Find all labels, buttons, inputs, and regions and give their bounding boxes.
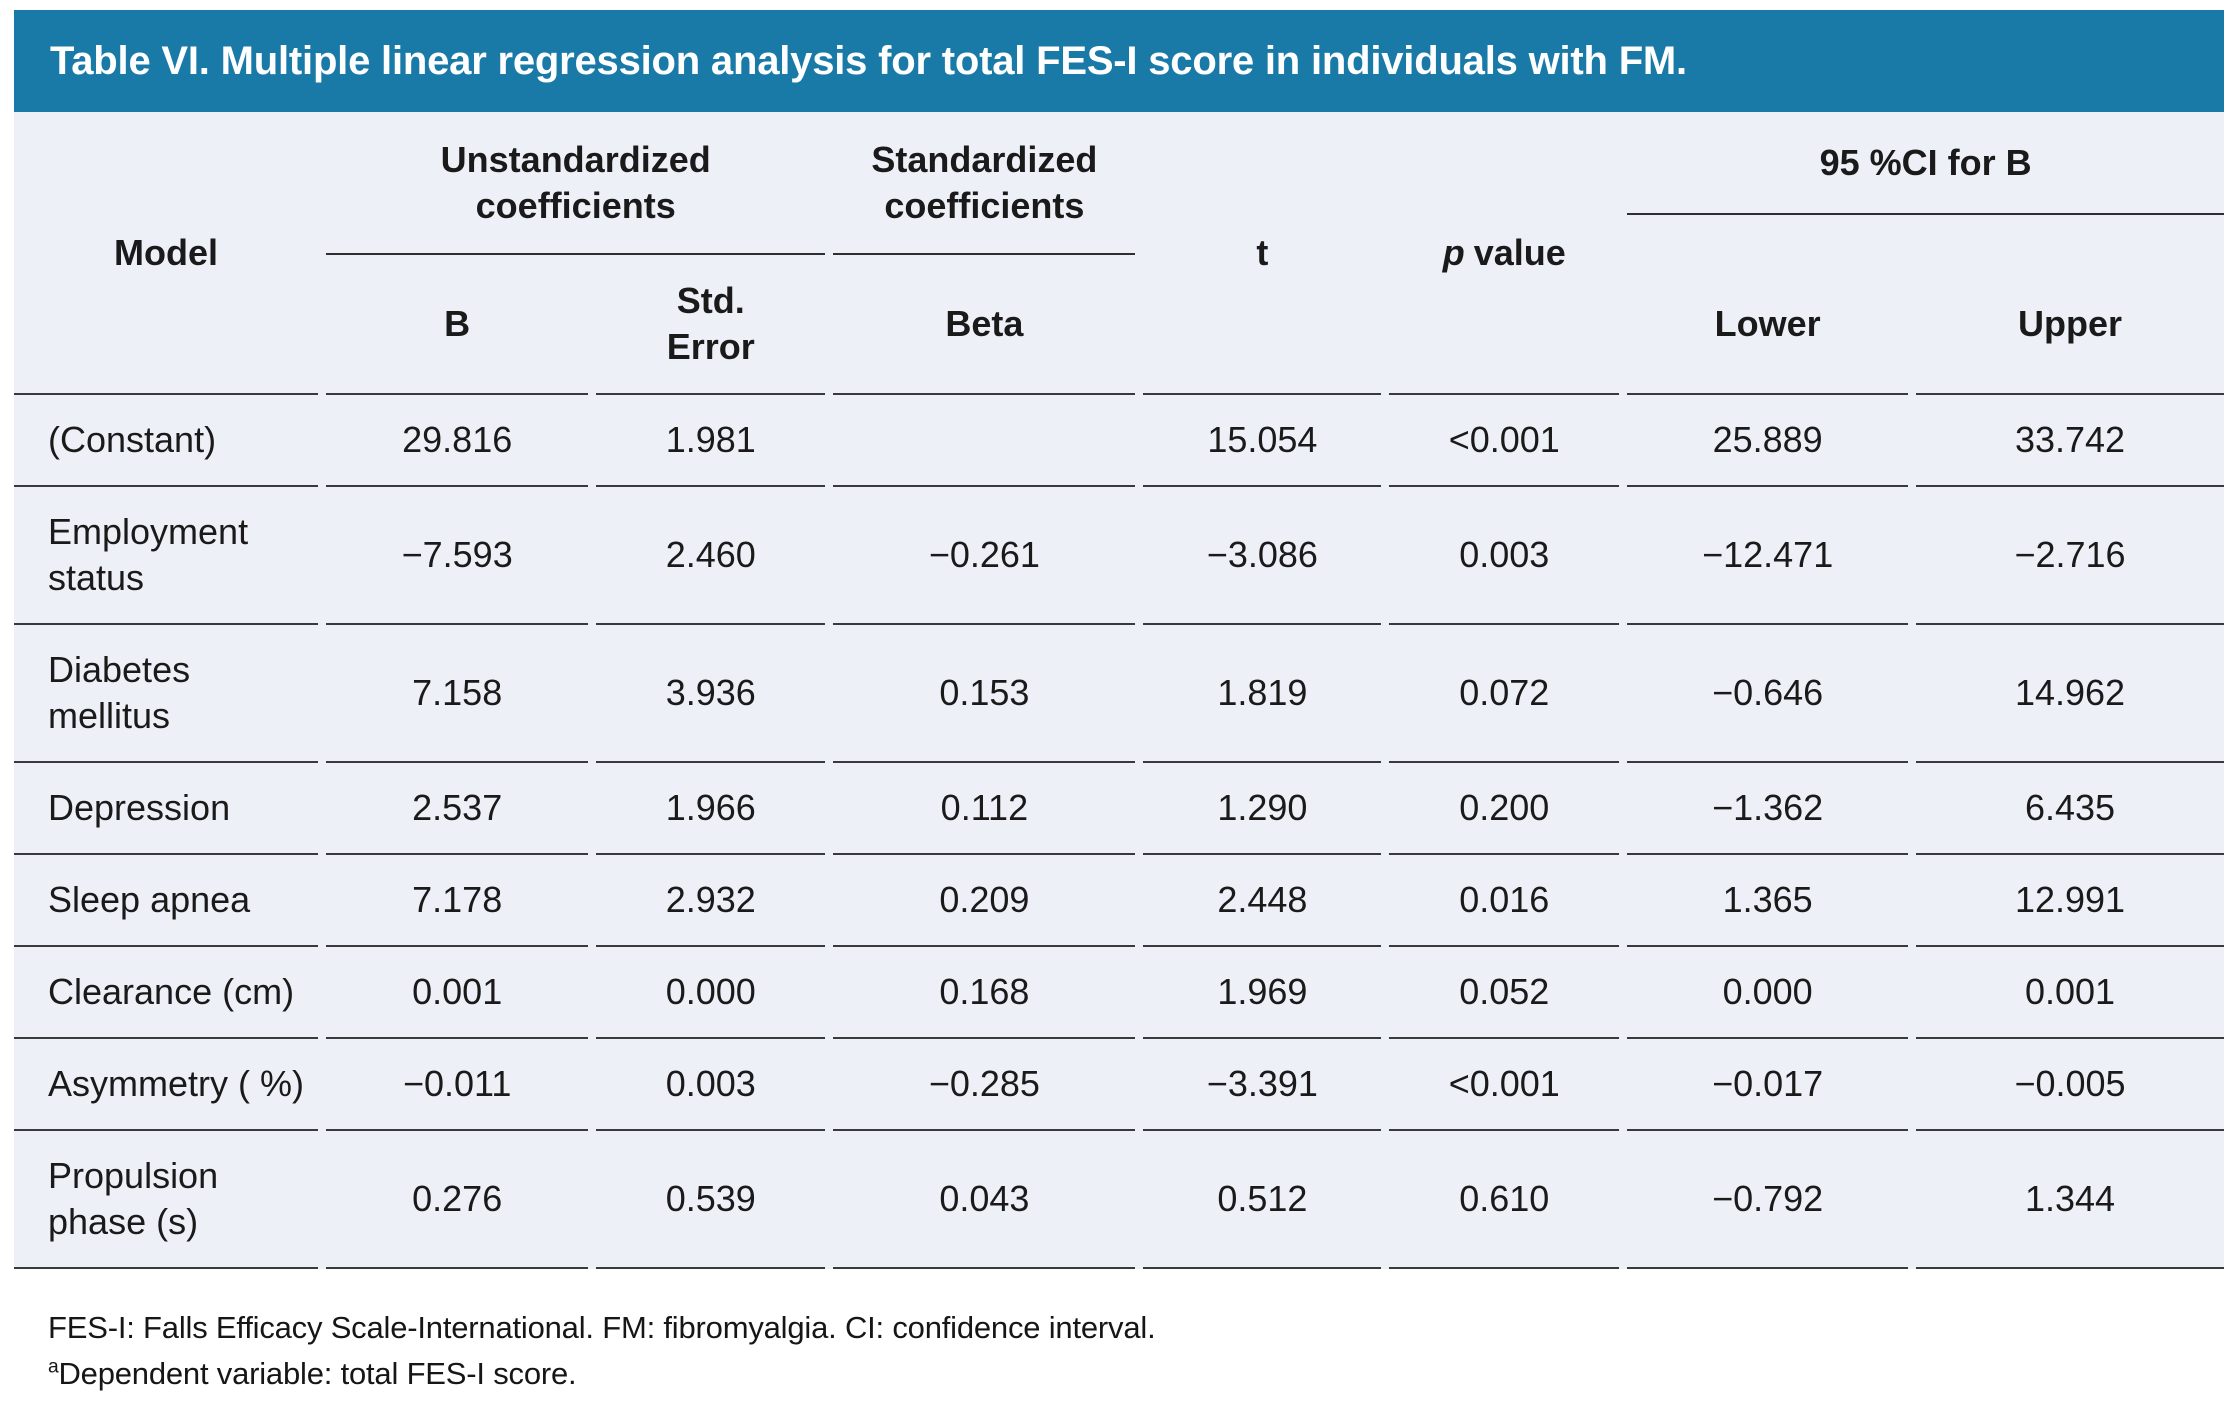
column-header-model: Model xyxy=(114,231,219,273)
row-label: Propulsion phase (s) xyxy=(14,1129,319,1269)
cell-b: 7.158 xyxy=(326,623,589,761)
cell-std-error: 0.003 xyxy=(596,1037,826,1129)
cell-upper: 0.001 xyxy=(1916,945,2224,1037)
row-label: Asymmetry ( %) xyxy=(14,1037,319,1129)
row-label: Depression xyxy=(14,761,319,853)
cell-beta: 0.112 xyxy=(833,761,1136,853)
column-header-p-value: p value xyxy=(1389,112,1619,393)
cell-b: 0.001 xyxy=(326,945,589,1037)
cell-upper: −0.005 xyxy=(1916,1037,2224,1129)
cell-upper: 14.962 xyxy=(1916,623,2224,761)
table-title: Table VI. Multiple linear regression ana… xyxy=(50,38,1687,83)
cell-p: <0.001 xyxy=(1389,1037,1620,1129)
cell-t: 2.448 xyxy=(1143,853,1382,945)
table-title-bar: Table VI. Multiple linear regression ana… xyxy=(14,10,2224,112)
cell-upper: −2.716 xyxy=(1916,485,2224,623)
column-header-beta: Beta xyxy=(945,303,1024,344)
cell-upper: 12.991 xyxy=(1916,853,2224,945)
row-label: Diabetes mellitus xyxy=(14,623,319,761)
table-card: Table VI. Multiple linear regression ana… xyxy=(14,10,2224,1269)
cell-lower: 1.365 xyxy=(1627,853,1908,945)
cell-p: 0.200 xyxy=(1389,761,1620,853)
cell-b: 7.178 xyxy=(326,853,589,945)
column-header-std-error: Std. Error xyxy=(666,280,755,367)
cell-t: 15.054 xyxy=(1143,393,1382,485)
cell-std-error: 3.936 xyxy=(596,623,826,761)
cell-p: 0.016 xyxy=(1389,853,1620,945)
regression-table: Model Unstandardized coefficients Standa… xyxy=(14,112,2224,1269)
cell-beta: 0.153 xyxy=(833,623,1136,761)
cell-t: 1.819 xyxy=(1143,623,1382,761)
cell-lower: −0.792 xyxy=(1627,1129,1908,1269)
footnote-superscript-a: a xyxy=(48,1356,59,1378)
cell-std-error: 1.966 xyxy=(596,761,826,853)
cell-beta xyxy=(833,393,1136,485)
cell-t: −3.391 xyxy=(1143,1037,1382,1129)
table-footnotes: FES-I: Falls Efficacy Scale-Internationa… xyxy=(14,1305,2224,1397)
cell-std-error: 0.000 xyxy=(596,945,826,1037)
cell-upper: 33.742 xyxy=(1916,393,2224,485)
cell-p: <0.001 xyxy=(1389,393,1620,485)
row-label: Clearance (cm) xyxy=(14,945,319,1037)
footnote-dependent-variable-text: Dependent variable: total FES-I score. xyxy=(58,1356,577,1391)
column-group-standardized-coefficients: Standardized coefficients xyxy=(833,112,1136,255)
column-header-b: B xyxy=(444,303,471,344)
cell-p: 0.003 xyxy=(1389,485,1620,623)
row-label: Employment status xyxy=(14,485,319,623)
cell-b: 29.816 xyxy=(326,393,589,485)
cell-beta: 0.209 xyxy=(833,853,1136,945)
cell-beta: −0.285 xyxy=(833,1037,1136,1129)
cell-upper: 1.344 xyxy=(1916,1129,2224,1269)
p-value-word: value xyxy=(1473,231,1566,273)
cell-lower: −12.471 xyxy=(1627,485,1908,623)
column-header-lower: Lower xyxy=(1714,303,1821,344)
cell-lower: 25.889 xyxy=(1627,393,1908,485)
cell-beta: 0.043 xyxy=(833,1129,1136,1269)
cell-beta: −0.261 xyxy=(833,485,1136,623)
cell-upper: 6.435 xyxy=(1916,761,2224,853)
column-header-upper: Upper xyxy=(2017,303,2122,344)
footnote-dependent-variable: aDependent variable: total FES-I score. xyxy=(48,1351,2224,1397)
cell-std-error: 0.539 xyxy=(596,1129,826,1269)
cell-t: 1.969 xyxy=(1143,945,1382,1037)
cell-t: −3.086 xyxy=(1143,485,1382,623)
column-group-95-ci-for-b: 95 %CI for B xyxy=(1627,112,2224,215)
row-label: Sleep apnea xyxy=(14,853,319,945)
cell-lower: −0.646 xyxy=(1627,623,1908,761)
cell-b: −0.011 xyxy=(326,1037,589,1129)
cell-t: 1.290 xyxy=(1143,761,1382,853)
cell-lower: −1.362 xyxy=(1627,761,1908,853)
cell-std-error: 2.932 xyxy=(596,853,826,945)
cell-b: 2.537 xyxy=(326,761,589,853)
footnote-abbreviations: FES-I: Falls Efficacy Scale-Internationa… xyxy=(48,1310,1156,1345)
cell-std-error: 2.460 xyxy=(596,485,826,623)
cell-lower: 0.000 xyxy=(1627,945,1908,1037)
cell-b: −7.593 xyxy=(326,485,589,623)
column-group-unstandardized-coefficients: Unstandardized coefficients xyxy=(326,112,826,255)
cell-beta: 0.168 xyxy=(833,945,1136,1037)
cell-lower: −0.017 xyxy=(1627,1037,1908,1129)
column-header-t: t xyxy=(1256,231,1269,273)
p-value-italic-p: p xyxy=(1442,231,1465,273)
cell-t: 0.512 xyxy=(1143,1129,1382,1269)
cell-p: 0.072 xyxy=(1389,623,1620,761)
cell-std-error: 1.981 xyxy=(596,393,826,485)
cell-p: 0.610 xyxy=(1389,1129,1620,1269)
cell-p: 0.052 xyxy=(1389,945,1620,1037)
row-label: (Constant) xyxy=(14,393,319,485)
cell-b: 0.276 xyxy=(326,1129,589,1269)
